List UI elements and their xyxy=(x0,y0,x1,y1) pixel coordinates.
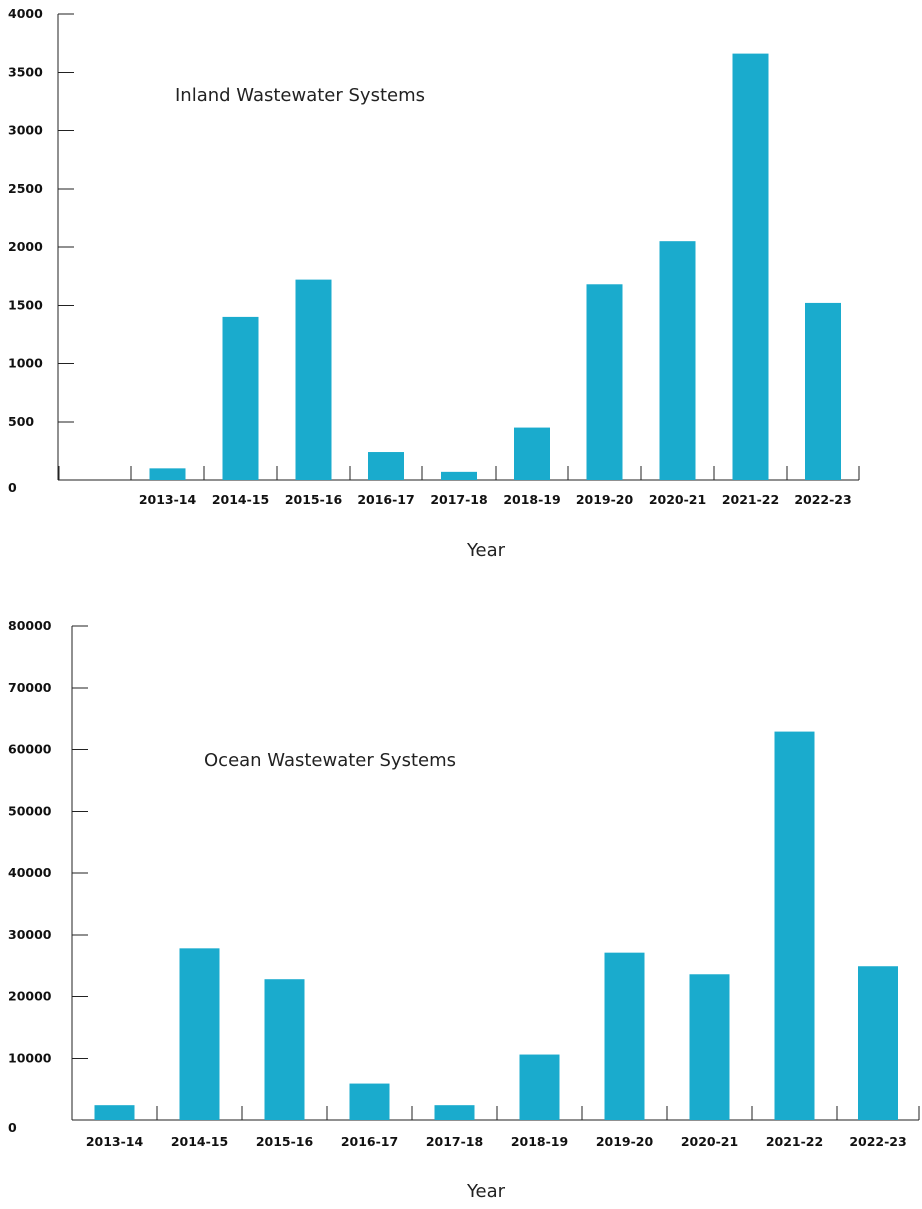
inland-bar-2022-23 xyxy=(805,302,841,480)
inland-y-tick-label: 0 xyxy=(8,480,17,495)
inland-x-tick-label: 2017-18 xyxy=(430,492,487,507)
ocean-bar-2022-23 xyxy=(858,966,898,1120)
inland-x-tick-label: 2021-22 xyxy=(722,492,779,507)
ocean-y-tick-label: 30000 xyxy=(8,927,52,942)
ocean-bar-2015-16 xyxy=(264,979,305,1120)
inland-y-tick-label: 500 xyxy=(8,414,34,429)
inland-bar-2015-16 xyxy=(295,279,332,480)
ocean-x-axis-title: Year xyxy=(466,1181,506,1202)
inland-x-axis-title: Year xyxy=(466,540,506,561)
inland-y-tick-label: 3000 xyxy=(8,123,43,138)
ocean-y-tick-label: 60000 xyxy=(8,742,52,757)
inland-y-tick-label: 4000 xyxy=(8,6,43,21)
inland-x-tick-label: 2020-21 xyxy=(649,492,706,507)
inland-x-tick-label: 2016-17 xyxy=(357,492,414,507)
ocean-y-tick-label: 40000 xyxy=(8,865,52,880)
ocean-x-tick-label: 2015-16 xyxy=(256,1134,314,1149)
ocean-x-tick-label: 2017-18 xyxy=(426,1134,483,1149)
inland-x-tick-label: 2019-20 xyxy=(576,492,634,507)
ocean-y-tick-label: 0 xyxy=(8,1120,17,1135)
inland-bar-2018-19 xyxy=(514,427,550,480)
inland-bar-2013-14 xyxy=(149,468,186,480)
inland-y-tick-label: 1500 xyxy=(8,297,43,312)
ocean-bar-2014-15 xyxy=(179,948,220,1120)
inland-x-tick-label: 2018-19 xyxy=(503,492,560,507)
inland-bar-2014-15 xyxy=(222,316,259,480)
inland-bar-2020-21 xyxy=(659,241,696,480)
ocean-bar-2018-19 xyxy=(519,1054,560,1120)
ocean-x-tick-label: 2016-17 xyxy=(341,1134,398,1149)
ocean-x-tick-label: 2013-14 xyxy=(86,1134,144,1149)
ocean-y-tick-label: 10000 xyxy=(8,1050,52,1065)
ocean-bar-2013-14 xyxy=(94,1105,135,1120)
ocean-bar-2017-18 xyxy=(434,1105,475,1120)
inland-x-tick-label: 2014-15 xyxy=(212,492,269,507)
ocean-chart: 0 10000 20000 30000 40000 50000 60000 70000 8000… xyxy=(8,618,920,1202)
ocean-y-tick-label: 70000 xyxy=(8,680,52,695)
ocean-chart-title: Ocean Wastewater Systems xyxy=(204,750,456,771)
ocean-x-tick-label: 2018-19 xyxy=(511,1134,568,1149)
inland-x-tick-label: 2015-16 xyxy=(285,492,343,507)
ocean-bar-2020-21 xyxy=(689,974,730,1120)
inland-bar-2021-22 xyxy=(732,53,769,481)
inland-chart-title: Inland Wastewater Systems xyxy=(175,85,425,106)
ocean-x-tick-label: 2019-20 xyxy=(596,1134,654,1149)
inland-y-tick-label: 3500 xyxy=(8,64,43,79)
ocean-bar-2021-22 xyxy=(774,731,815,1120)
ocean-bar-2016-17 xyxy=(349,1083,390,1120)
inland-x-tick-label: 2013-14 xyxy=(139,492,197,507)
ocean-y-tick-label: 50000 xyxy=(8,803,52,818)
inland-y-tick-label: 1000 xyxy=(8,356,43,371)
inland-bar-2019-20 xyxy=(586,284,623,480)
inland-x-tick-label: 2022-23 xyxy=(794,492,851,507)
inland-bar-2016-17 xyxy=(368,452,404,480)
ocean-x-tick-label: 2020-21 xyxy=(681,1134,738,1149)
inland-y-tick-label: 2500 xyxy=(8,181,43,196)
ocean-bar-2019-20 xyxy=(604,952,645,1120)
inland-y-tick-label: 2000 xyxy=(8,239,43,254)
ocean-y-tick-label: 20000 xyxy=(8,989,52,1004)
ocean-y-tick-label: 80000 xyxy=(8,618,52,633)
ocean-x-tick-label: 2022-23 xyxy=(849,1134,906,1149)
ocean-x-tick-label: 2021-22 xyxy=(766,1134,823,1149)
inland-chart: 0 500 1000 1500 2000 2500 3000 3500 4000 2013-14 2… xyxy=(8,6,860,561)
inland-bar-2017-18 xyxy=(441,471,477,480)
ocean-x-tick-label: 2014-15 xyxy=(171,1134,228,1149)
